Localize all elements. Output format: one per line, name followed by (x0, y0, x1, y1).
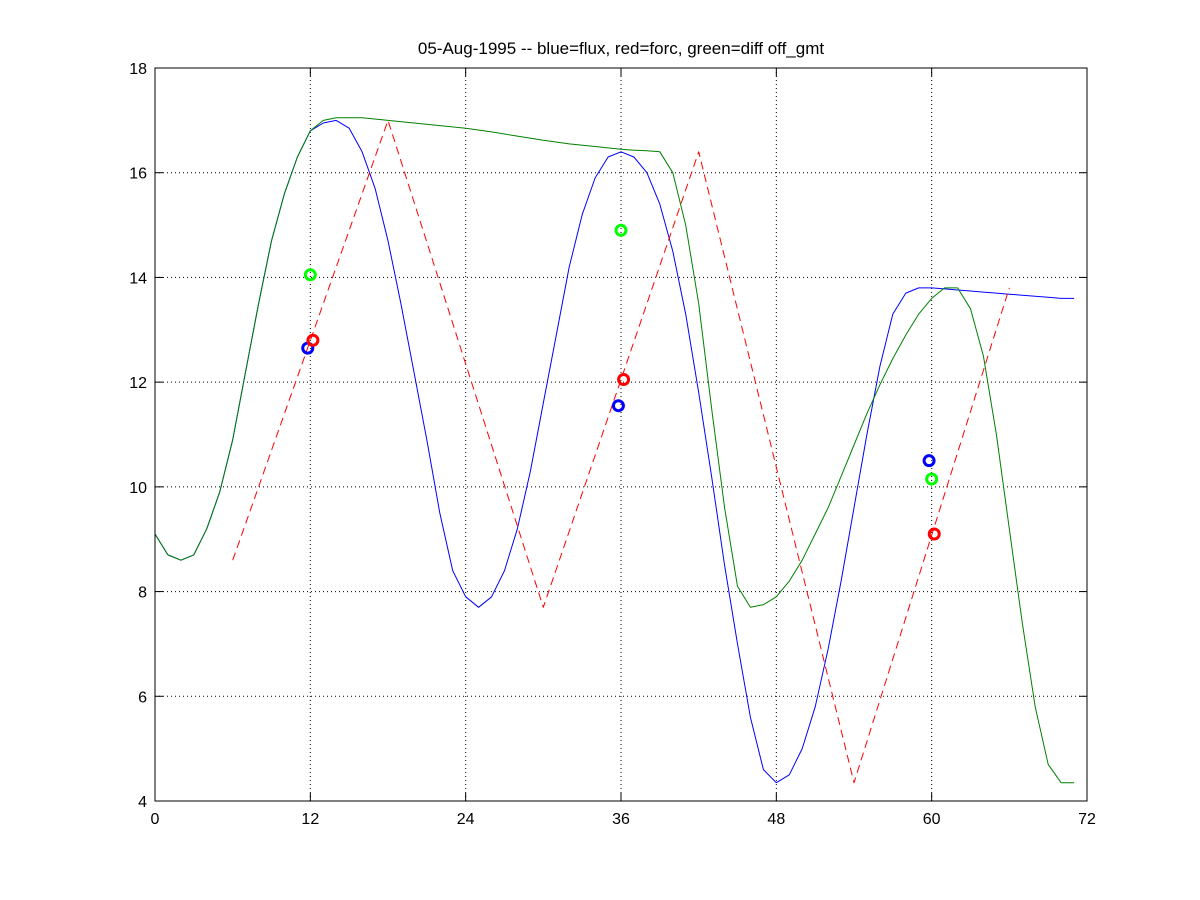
x-tick-label: 72 (1078, 811, 1096, 828)
data-point-marker (922, 454, 936, 468)
x-tick-label: 24 (457, 811, 475, 828)
x-tick-label: 48 (767, 811, 785, 828)
y-tick-label: 10 (129, 480, 147, 497)
x-tick-label: 0 (151, 811, 160, 828)
y-tick-label: 12 (129, 375, 147, 392)
y-tick-label: 6 (138, 689, 147, 706)
y-tick-label: 8 (138, 585, 147, 602)
y-tick-label: 18 (129, 61, 147, 78)
x-tick-label: 12 (301, 811, 319, 828)
marker-group (301, 223, 941, 541)
data-point-marker (617, 373, 631, 387)
data-point-marker (306, 333, 320, 347)
x-tick-label: 36 (612, 811, 630, 828)
y-tick-label: 16 (129, 166, 147, 183)
data-point-marker (303, 268, 317, 282)
data-point-marker (927, 527, 941, 541)
ticks: 0 12 24 36 48 60 72 4 6 8 10 12 14 16 18 (129, 61, 1096, 828)
x-tick-label: 60 (923, 811, 941, 828)
y-tick-label: 4 (138, 794, 147, 811)
y-tick-label: 14 (129, 270, 147, 287)
data-point-marker (614, 223, 628, 237)
chart-title: 05-Aug-1995 -- blue=flux, red=forc, gree… (418, 39, 824, 58)
plot-area (155, 68, 1087, 801)
series-line-2 (154, 117, 1075, 784)
data-point-marker (925, 472, 939, 486)
series-group (154, 117, 1075, 784)
grid (155, 68, 1087, 801)
data-point-marker (611, 399, 625, 413)
